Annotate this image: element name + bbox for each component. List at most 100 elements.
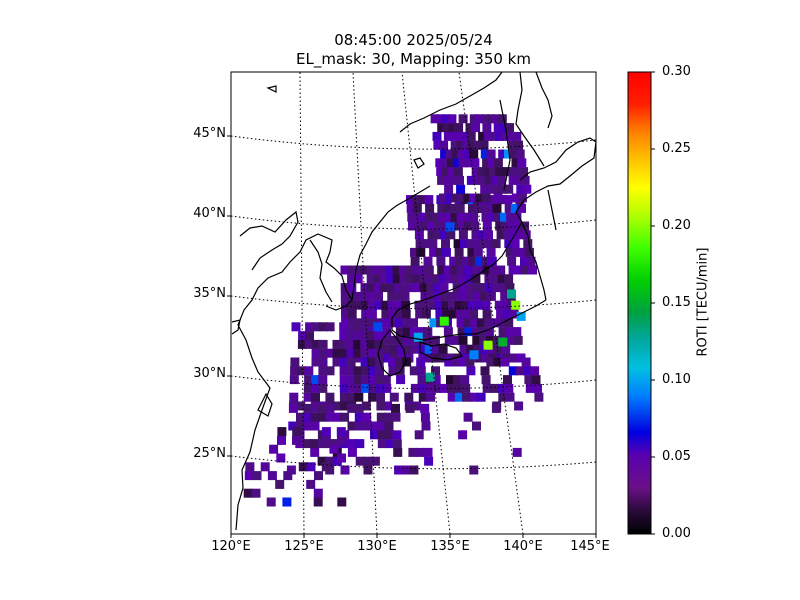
- coast-taiwan-ryukyu: [257, 392, 273, 417]
- roti-cell: [408, 447, 418, 457]
- roti-cell: [485, 239, 495, 249]
- roti-cell: [470, 158, 480, 168]
- coast-honshu-west: [391, 221, 523, 319]
- roti-cell: [518, 247, 528, 257]
- roti-cell: [512, 131, 522, 141]
- roti-cell: [318, 322, 328, 332]
- roti-cell: [290, 357, 300, 367]
- roti-cell: [411, 265, 421, 275]
- roti-cell: [480, 291, 490, 301]
- roti-cell: [480, 366, 490, 376]
- roti-cell: [339, 322, 349, 332]
- roti-cell: [452, 158, 462, 168]
- roti-cell: [451, 274, 461, 284]
- roti-cell: [290, 366, 300, 376]
- roti-cell: [473, 344, 483, 354]
- coast-bohai: [239, 210, 299, 271]
- roti-cell: [405, 403, 415, 413]
- roti-cell: [381, 375, 391, 385]
- lon-label-135: 135°E: [430, 539, 470, 554]
- roti-cell: [361, 383, 371, 393]
- roti-cell: [443, 327, 453, 337]
- roti-cell: [510, 239, 520, 249]
- roti-cell: [438, 274, 448, 284]
- roti-cell: [354, 412, 364, 422]
- roti-cell: [366, 265, 376, 275]
- roti-cell: [469, 114, 479, 124]
- roti-cell: [292, 427, 302, 437]
- roti-cell: [467, 291, 476, 301]
- roti-cell: [479, 335, 489, 345]
- coast-china-korea: [235, 185, 431, 531]
- roti-cell: [513, 221, 523, 231]
- roti-cell: [370, 456, 380, 466]
- roti-cell: [396, 335, 406, 345]
- roti-cell: [492, 184, 502, 194]
- roti-cell: [318, 339, 328, 349]
- roti-cell: [482, 123, 492, 133]
- roti-cell: [449, 203, 459, 213]
- roti-cell: [425, 274, 435, 284]
- roti-cell: [375, 383, 385, 393]
- roti-cell: [377, 421, 387, 431]
- roti-cell: [516, 311, 526, 321]
- roti-cell: [394, 465, 404, 475]
- roti-cell: [388, 366, 398, 376]
- roti-cell: [361, 375, 371, 385]
- roti-cell: [503, 375, 512, 385]
- roti-cell: [385, 265, 395, 275]
- roti-cell: [470, 221, 480, 231]
- roti-cell: [354, 291, 364, 301]
- roti-cell: [481, 193, 491, 203]
- roti-cell: [339, 383, 349, 393]
- roti-cell: [433, 140, 443, 150]
- roti-cell: [427, 300, 437, 310]
- roti-cell: [288, 403, 298, 413]
- coast-honshu-south: [391, 299, 547, 341]
- roti-cell: [512, 212, 522, 222]
- roti-cell: [388, 357, 398, 367]
- lat-label-25: 25°N: [193, 446, 226, 461]
- roti-cell: [479, 283, 489, 293]
- roti-cell: [267, 471, 277, 481]
- roti-cell: [359, 322, 369, 332]
- roti-cell: [392, 430, 402, 440]
- roti-cell: [453, 291, 463, 301]
- roti-cell: [505, 247, 515, 257]
- roti-cell: [479, 140, 489, 150]
- roti-cell: [353, 339, 363, 349]
- roti-cell: [354, 392, 364, 402]
- roti-cell: [493, 335, 502, 345]
- roti-cell: [276, 453, 286, 463]
- coast-korea-west: [309, 239, 333, 303]
- roti-cell: [523, 239, 533, 249]
- roti-cell: [445, 222, 455, 232]
- roti-cell: [306, 462, 316, 472]
- roti-cell: [516, 353, 526, 363]
- roti-cell: [471, 230, 481, 240]
- roti-cell: [429, 247, 439, 257]
- roti-cell: [347, 447, 357, 457]
- roti-cell: [321, 435, 331, 445]
- roti-cell: [403, 344, 413, 354]
- roti-cell: [298, 331, 308, 341]
- roti-cell: [456, 212, 466, 222]
- roti-cell: [520, 175, 530, 185]
- roti-cell: [347, 309, 357, 319]
- roti-cell: [366, 331, 376, 341]
- roti-cell: [524, 247, 534, 257]
- coast-sakhalin-e: [535, 72, 553, 129]
- roti-cell: [325, 322, 335, 332]
- lat-label-40: 40°N: [193, 206, 226, 221]
- coastlines: [231, 72, 596, 531]
- roti-cell: [313, 497, 323, 507]
- roti-cell: [295, 421, 305, 431]
- roti-cell: [487, 256, 497, 266]
- roti-cell: [443, 265, 453, 275]
- roti-cell: [288, 421, 298, 431]
- roti-cell: [383, 401, 392, 411]
- chart-title-time: 08:45:00 2025/05/24: [334, 31, 493, 49]
- roti-cell: [477, 318, 486, 328]
- roti-cell: [423, 447, 433, 457]
- roti-cell: [466, 131, 476, 141]
